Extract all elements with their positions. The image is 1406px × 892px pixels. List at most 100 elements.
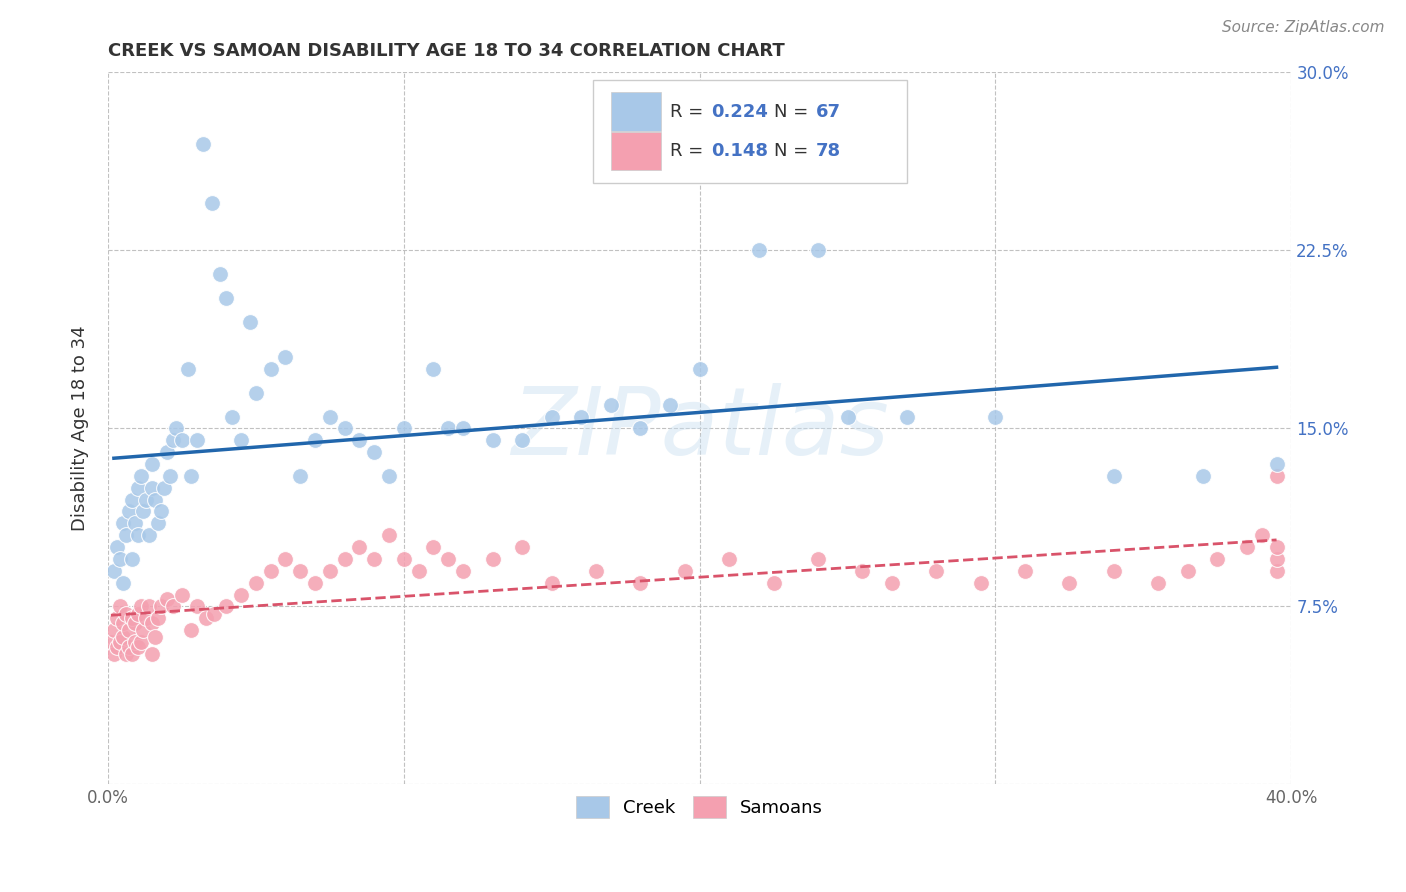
Point — [114, 647, 136, 661]
Point — [837, 409, 859, 424]
Point — [200, 196, 222, 211]
Point — [333, 552, 356, 566]
Point — [141, 615, 163, 630]
Point — [569, 409, 592, 424]
Point — [333, 421, 356, 435]
Point — [105, 540, 128, 554]
Point — [437, 421, 460, 435]
Point — [1102, 564, 1125, 578]
Point — [1206, 552, 1229, 566]
Point — [121, 611, 143, 625]
Point — [349, 540, 371, 554]
Point — [585, 564, 607, 578]
Point — [304, 575, 326, 590]
Point — [138, 528, 160, 542]
Point — [191, 136, 214, 151]
Point — [141, 647, 163, 661]
Point — [630, 421, 652, 435]
Point — [630, 575, 652, 590]
Point — [1177, 564, 1199, 578]
Text: N =: N = — [775, 142, 814, 160]
Point — [124, 635, 146, 649]
Point — [290, 564, 312, 578]
Point — [143, 630, 166, 644]
Point — [1059, 575, 1081, 590]
Point — [245, 575, 267, 590]
Text: R =: R = — [671, 103, 709, 120]
Point — [290, 469, 312, 483]
Point — [689, 362, 711, 376]
Point — [209, 267, 232, 281]
Point — [1014, 564, 1036, 578]
Text: ZIPatlas: ZIPatlas — [510, 383, 889, 474]
Point — [118, 623, 141, 637]
Point — [165, 421, 187, 435]
Point — [481, 434, 503, 448]
Point — [378, 528, 401, 542]
Point — [118, 504, 141, 518]
Point — [129, 469, 152, 483]
FancyBboxPatch shape — [593, 79, 907, 183]
Point — [540, 575, 562, 590]
Point — [111, 630, 134, 644]
Point — [121, 647, 143, 661]
Point — [451, 421, 474, 435]
Point — [807, 552, 830, 566]
Point — [124, 615, 146, 630]
Point — [180, 469, 202, 483]
Point — [762, 575, 785, 590]
Point — [1102, 469, 1125, 483]
Point — [408, 564, 430, 578]
Point — [180, 623, 202, 637]
Point — [141, 481, 163, 495]
Point — [1265, 564, 1288, 578]
Point — [392, 421, 415, 435]
Point — [260, 564, 283, 578]
Point — [105, 611, 128, 625]
Point — [260, 362, 283, 376]
Point — [153, 481, 176, 495]
Point — [129, 635, 152, 649]
Point — [1250, 528, 1272, 542]
Point — [135, 611, 157, 625]
Text: 0.224: 0.224 — [711, 103, 768, 120]
Point — [114, 528, 136, 542]
Point — [127, 607, 149, 621]
Point — [1236, 540, 1258, 554]
Point — [392, 552, 415, 566]
Point — [141, 457, 163, 471]
Point — [118, 640, 141, 654]
Point — [103, 647, 125, 661]
Point — [186, 434, 208, 448]
Point — [451, 564, 474, 578]
Point — [481, 552, 503, 566]
Point — [186, 599, 208, 614]
Point — [319, 564, 342, 578]
Point — [510, 434, 533, 448]
Point — [162, 599, 184, 614]
Point — [807, 244, 830, 258]
Point — [221, 409, 243, 424]
FancyBboxPatch shape — [612, 131, 661, 170]
Point — [194, 611, 217, 625]
Point — [363, 552, 385, 566]
Point — [138, 599, 160, 614]
Point — [121, 552, 143, 566]
Point — [229, 588, 252, 602]
Point — [103, 564, 125, 578]
Point — [748, 244, 770, 258]
Point — [100, 635, 122, 649]
Point — [422, 540, 444, 554]
Point — [659, 398, 682, 412]
Text: N =: N = — [775, 103, 814, 120]
Point — [204, 607, 226, 621]
Point — [111, 575, 134, 590]
Point — [600, 398, 623, 412]
Point — [124, 516, 146, 531]
Point — [984, 409, 1007, 424]
Point — [156, 592, 179, 607]
Point — [673, 564, 696, 578]
Point — [108, 635, 131, 649]
Point — [108, 599, 131, 614]
Point — [127, 640, 149, 654]
